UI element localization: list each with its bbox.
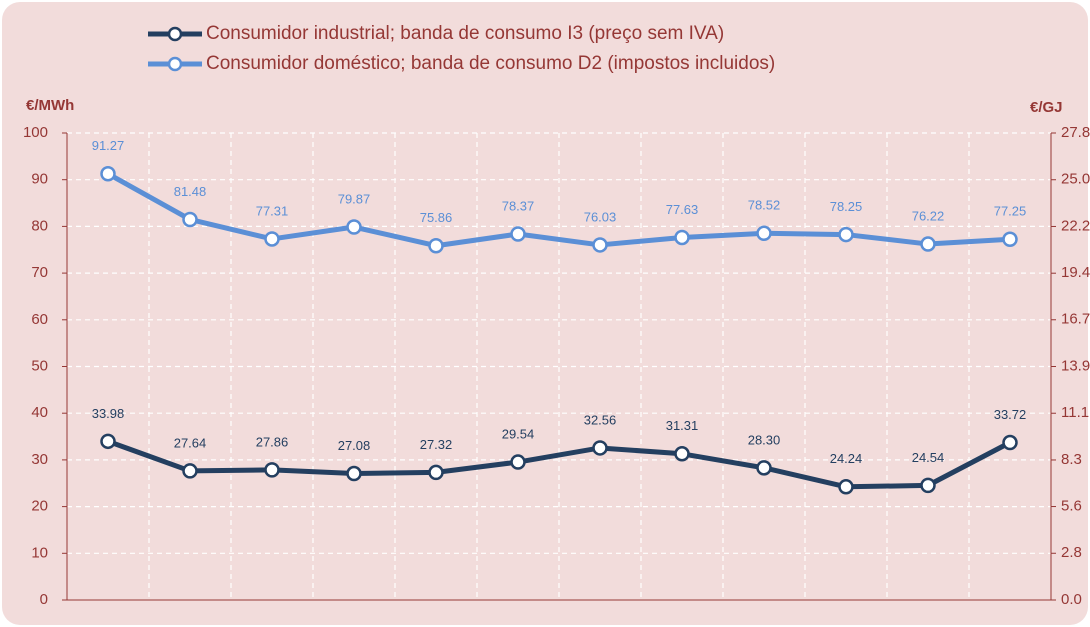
legend-marker (167, 56, 183, 72)
data-label: 78.52 (748, 198, 781, 213)
data-point (920, 236, 936, 252)
data-label: 27.32 (420, 437, 453, 452)
y-tick-label: 70 (31, 264, 48, 281)
y-tick-label: 100 (23, 124, 48, 141)
data-point (182, 463, 198, 479)
data-point (100, 433, 116, 450)
y-tick-label: 20 (31, 498, 48, 515)
data-label: 28.30 (748, 432, 781, 447)
data-point (428, 237, 444, 254)
data-point (838, 226, 854, 243)
y2-tick-label: 5.6 (1061, 498, 1082, 515)
y-tick-label: 40 (31, 404, 48, 421)
data-label: 33.98 (92, 406, 125, 421)
data-label: 77.31 (256, 203, 289, 218)
data-point (346, 465, 362, 482)
data-point (510, 226, 526, 242)
y2-tick-label: 13.9 (1061, 357, 1090, 374)
data-point (264, 462, 280, 478)
data-point (510, 454, 526, 470)
data-label: 75.86 (420, 210, 453, 225)
y2-tick-label: 0.0 (1061, 591, 1082, 608)
y2-tick-label: 22.2 (1061, 217, 1090, 234)
data-point (428, 464, 444, 481)
data-point (1002, 231, 1018, 247)
legend-label: Consumidor doméstico; banda de consumo D… (206, 53, 775, 74)
data-point (674, 229, 690, 246)
data-label: 76.03 (584, 209, 617, 224)
y-axis-title: €/MWh (26, 97, 74, 114)
data-label: 24.24 (830, 451, 863, 466)
y2-tick-label: 27.8 (1061, 124, 1090, 141)
y-tick-label: 10 (31, 544, 48, 561)
y2-tick-label: 19.4 (1061, 264, 1090, 281)
y2-tick-label: 11.1 (1061, 404, 1089, 421)
data-point (756, 225, 772, 242)
legend-marker (167, 26, 183, 42)
y-tick-label: 0 (40, 591, 48, 608)
data-point (592, 237, 608, 253)
data-label: 91.27 (92, 138, 125, 153)
data-label: 27.64 (174, 435, 207, 450)
data-label: 78.25 (830, 199, 863, 214)
y2-axis-title: €/GJ (1030, 99, 1063, 116)
y2-tick-label: 2.8 (1061, 544, 1082, 561)
data-label: 81.48 (174, 184, 207, 199)
data-point (346, 219, 362, 235)
y-tick-label: 60 (31, 311, 48, 328)
y2-tick-label: 25.0 (1061, 171, 1090, 188)
series-line (106, 171, 1011, 249)
legend-label: Consumidor industrial; banda de consumo … (206, 23, 724, 44)
data-label: 32.56 (584, 412, 617, 427)
y2-tick-label: 8.3 (1061, 451, 1082, 468)
data-label: 78.37 (502, 198, 535, 213)
data-label: 31.31 (666, 418, 699, 433)
data-point (756, 460, 772, 476)
y2-tick-label: 16.7 (1061, 311, 1090, 328)
data-label: 29.54 (502, 426, 535, 441)
data-label: 79.87 (338, 191, 371, 206)
y-tick-label: 50 (31, 357, 48, 374)
series-line (107, 438, 1012, 490)
data-label: 24.54 (912, 450, 945, 465)
data-point (920, 477, 936, 494)
data-label: 27.08 (338, 438, 371, 453)
data-point (592, 440, 608, 456)
data-point (264, 231, 280, 247)
data-label: 33.72 (994, 407, 1027, 422)
data-label: 76.22 (912, 208, 945, 223)
data-point (100, 166, 116, 182)
data-label: 77.63 (666, 202, 699, 217)
data-point (182, 211, 198, 228)
y-tick-label: 90 (31, 171, 48, 188)
data-point (674, 446, 690, 462)
data-point (1002, 434, 1018, 451)
data-label: 77.25 (994, 204, 1027, 219)
data-point (838, 479, 854, 495)
y-tick-label: 80 (31, 217, 48, 234)
data-label: 27.86 (256, 434, 289, 449)
y-tick-label: 30 (31, 451, 48, 468)
